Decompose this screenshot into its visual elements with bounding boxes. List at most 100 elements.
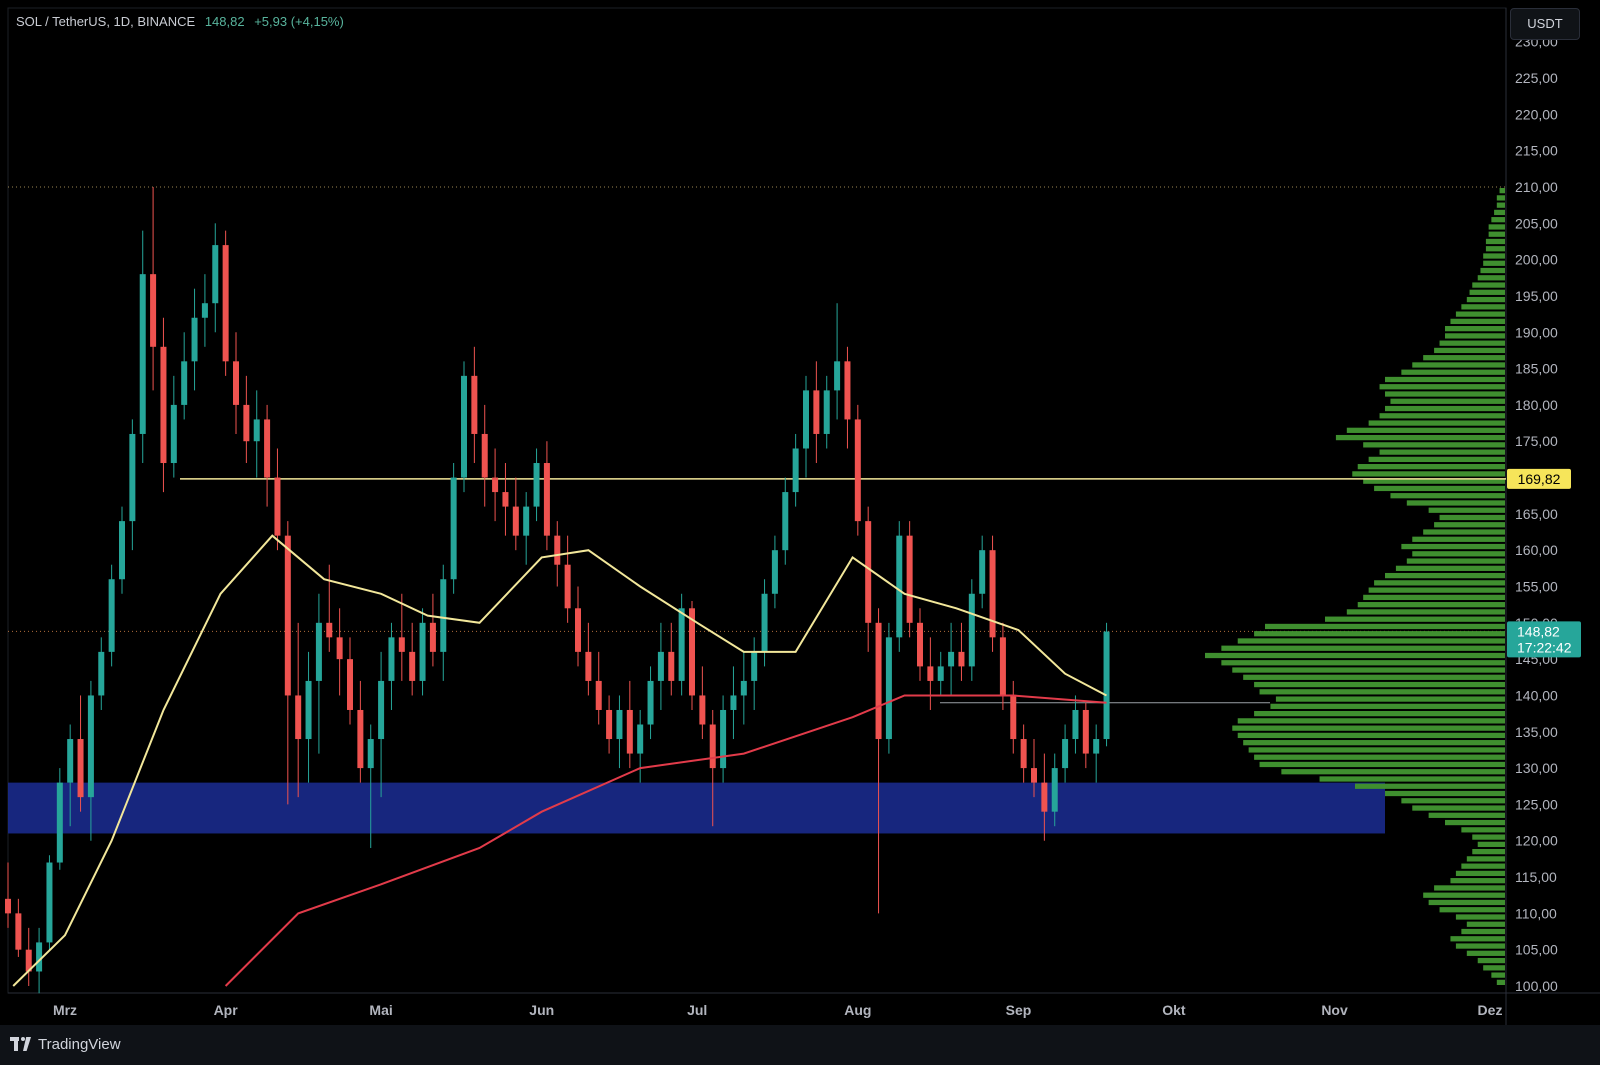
tradingview-brand: TradingView bbox=[38, 1035, 121, 1053]
volume-profile-bar bbox=[1461, 304, 1505, 310]
candle bbox=[450, 463, 457, 594]
price-tick-label: 120,00 bbox=[1515, 833, 1558, 849]
candle bbox=[751, 637, 758, 710]
volume-profile-bar bbox=[1491, 217, 1505, 223]
volume-profile-bar bbox=[1357, 602, 1505, 608]
candle bbox=[481, 404, 488, 507]
volume-profile-bar bbox=[1406, 558, 1505, 564]
candle bbox=[419, 608, 426, 696]
volume-profile-bar bbox=[1259, 761, 1505, 768]
volume-profile-bar bbox=[1494, 209, 1505, 216]
candle bbox=[440, 564, 447, 681]
price-tick-label: 130,00 bbox=[1515, 760, 1558, 776]
time-tick-label: Nov bbox=[1321, 1002, 1348, 1018]
candle bbox=[388, 622, 395, 710]
volume-profile-bar bbox=[1423, 355, 1505, 361]
candle bbox=[564, 535, 571, 623]
candle-body bbox=[543, 463, 550, 536]
volume-profile-bar bbox=[1480, 267, 1505, 274]
candle-body bbox=[875, 622, 882, 740]
tradingview-logo[interactable]: TradingView bbox=[10, 1034, 121, 1054]
volume-profile-bar bbox=[1445, 819, 1505, 826]
price-tick-label: 205,00 bbox=[1515, 215, 1558, 231]
volume-profile-bar bbox=[1483, 253, 1505, 259]
volume-profile-bar bbox=[1395, 565, 1505, 571]
volume-profile-bar bbox=[1472, 848, 1505, 855]
candle-body bbox=[917, 622, 923, 667]
candle bbox=[201, 274, 208, 347]
candle bbox=[46, 855, 53, 950]
currency-button[interactable]: USDT bbox=[1510, 8, 1580, 40]
candle bbox=[678, 593, 685, 696]
candle bbox=[1093, 724, 1100, 783]
candle bbox=[834, 303, 841, 420]
candle-body bbox=[637, 724, 644, 754]
candle bbox=[77, 695, 84, 812]
price-tick-label: 175,00 bbox=[1515, 433, 1558, 449]
candle bbox=[212, 223, 219, 333]
time-tick-label: Jun bbox=[529, 1002, 554, 1018]
volume-profile-bar bbox=[1385, 572, 1505, 579]
volume-profile-bar bbox=[1466, 296, 1505, 303]
candle bbox=[937, 651, 944, 696]
volume-profile-bar bbox=[1469, 289, 1505, 295]
volume-profile-bar bbox=[1243, 674, 1505, 680]
level-price-tag bbox=[1507, 468, 1571, 489]
candle bbox=[1020, 724, 1027, 783]
candle-body bbox=[46, 862, 53, 943]
candle bbox=[284, 521, 291, 805]
candle-body bbox=[347, 659, 353, 710]
symbol-legend: SOL / TetherUS, 1D, BINANCE 148,82 +5,93… bbox=[16, 14, 344, 29]
candle-body bbox=[1020, 739, 1027, 769]
candle-body bbox=[1031, 768, 1037, 783]
time-tick-label: Dez bbox=[1478, 1002, 1503, 1018]
candle bbox=[606, 695, 613, 754]
candle-body bbox=[585, 651, 592, 681]
candle-body bbox=[1010, 695, 1017, 740]
candle-body bbox=[761, 593, 768, 652]
candle bbox=[917, 608, 923, 681]
candle-body bbox=[1062, 739, 1069, 769]
price-axis: 100,00 105,00 110,00 115,00 120,00 125,00 130,… bbox=[1515, 34, 1558, 994]
candle-body bbox=[36, 942, 43, 972]
volume-profile-bar bbox=[1485, 238, 1505, 245]
candle bbox=[160, 317, 167, 493]
volume-profile-bar bbox=[1355, 783, 1505, 789]
volume-profile-bar bbox=[1254, 631, 1505, 637]
candle-body bbox=[979, 550, 986, 594]
moving-average-line bbox=[12, 534, 1107, 987]
candle-body bbox=[1072, 709, 1079, 740]
candle bbox=[243, 375, 250, 464]
candle bbox=[492, 448, 499, 522]
candle bbox=[885, 622, 892, 754]
volume-profile-bar bbox=[1450, 318, 1505, 325]
candle bbox=[730, 666, 737, 740]
volume-profile-bar bbox=[1346, 609, 1505, 615]
candle-body bbox=[98, 651, 105, 696]
candles bbox=[5, 187, 1110, 994]
candle-body bbox=[844, 361, 851, 420]
candle-body bbox=[906, 535, 913, 623]
candle-body bbox=[326, 622, 333, 638]
candle-body bbox=[564, 564, 571, 609]
volume-profile-bar bbox=[1379, 413, 1505, 419]
time-axis: Mrz Apr Mai Jun Jul Aug Sep Okt Nov Dez bbox=[53, 1002, 1503, 1018]
volume-profile-bar bbox=[1254, 754, 1505, 760]
candle-body bbox=[834, 361, 841, 391]
price-tick-label: 165,00 bbox=[1515, 506, 1558, 522]
volume-profile-bar bbox=[1461, 827, 1505, 833]
candle bbox=[803, 375, 809, 478]
candle-body bbox=[647, 680, 654, 725]
volume-profile-bar bbox=[1455, 870, 1505, 877]
candle-body bbox=[367, 739, 374, 769]
candle bbox=[896, 521, 903, 652]
volume-profile-bar bbox=[1368, 456, 1505, 463]
candle-body bbox=[87, 695, 94, 798]
volume-profile-bar bbox=[1496, 979, 1505, 985]
candle bbox=[429, 593, 436, 667]
tradingview-logo-icon bbox=[10, 1037, 32, 1051]
volume-profile-bar bbox=[1270, 703, 1505, 709]
candle-body bbox=[264, 419, 271, 478]
volume-profile-bar bbox=[1434, 885, 1505, 891]
